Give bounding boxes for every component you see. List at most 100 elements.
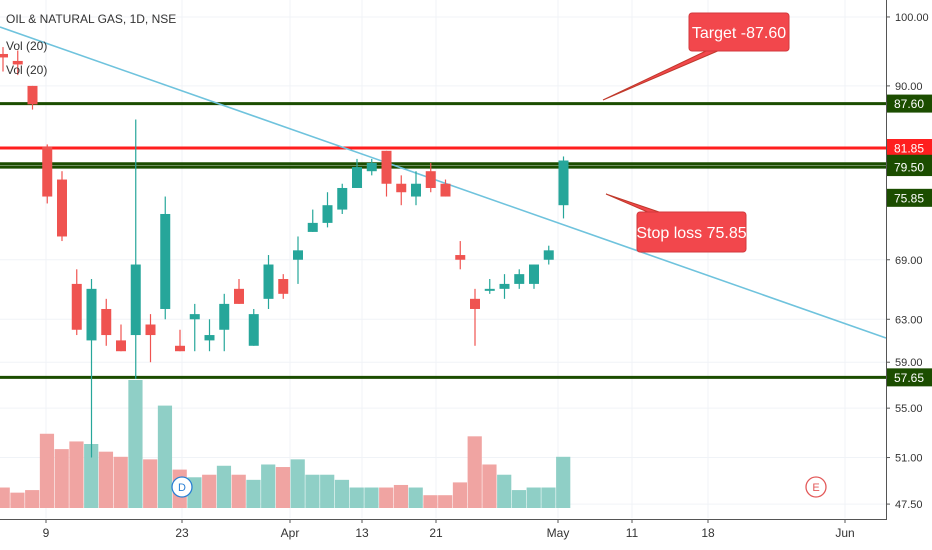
candle-body xyxy=(248,314,259,346)
price-axis-bg xyxy=(886,0,932,550)
time-tick-label: 23 xyxy=(175,526,189,540)
candle-body xyxy=(71,283,82,330)
candle-body xyxy=(116,340,126,352)
callouts: Target -87.60 Stop loss 75.85 xyxy=(602,12,790,253)
volume-bar xyxy=(393,484,409,508)
price-tick-label: 55.00 xyxy=(895,403,923,415)
volume-indicator-label[interactable]: Vol (20) xyxy=(6,39,48,53)
time-tick-label: 9 xyxy=(43,526,50,540)
candle-body xyxy=(425,171,436,188)
price-tick-label: 51.00 xyxy=(895,453,923,465)
volume-bar xyxy=(452,482,468,508)
earnings-marker[interactable]: E xyxy=(805,476,827,498)
volume-indicator-label-2[interactable]: Vol (20) xyxy=(6,63,48,77)
candle-body xyxy=(145,324,156,336)
time-tick-label: 13 xyxy=(355,526,369,540)
time-tick-label: 18 xyxy=(701,526,715,540)
candle-body xyxy=(12,60,23,65)
volume-bar xyxy=(25,490,40,508)
candle-body xyxy=(307,222,318,232)
volume-bar xyxy=(39,433,55,508)
volume-bar xyxy=(69,441,84,508)
candle-body xyxy=(263,264,274,299)
volume-bar xyxy=(275,467,291,508)
marker-letter: D xyxy=(178,482,186,494)
candle-body xyxy=(101,308,112,336)
time-axis[interactable]: 9 23 Apr 13 21 May 11 18 Jun xyxy=(0,519,886,550)
candle-body xyxy=(470,298,480,309)
volume-bar xyxy=(408,487,423,508)
target-callout[interactable]: Target -87.60 xyxy=(602,12,790,101)
price-axis[interactable]: 100.00 90.00 69.00 63.00 59.00 55.00 51.00 47.5… xyxy=(886,0,932,550)
volume-bar xyxy=(84,444,99,508)
candle-body xyxy=(366,162,377,172)
symbol-title: OIL & NATURAL GAS, 1D, NSE xyxy=(6,12,177,26)
candle-body xyxy=(278,279,289,294)
callout-box xyxy=(688,12,790,52)
volume-bar xyxy=(290,459,305,508)
callout-pointer xyxy=(605,193,663,214)
volume-bar xyxy=(261,464,276,508)
volume-bar xyxy=(511,490,527,508)
marker-letter: E xyxy=(812,482,819,494)
candle-body xyxy=(204,335,215,341)
callout-box xyxy=(636,211,747,253)
candle-body xyxy=(440,183,451,197)
candle-body xyxy=(529,264,539,284)
volume-bar xyxy=(497,474,512,508)
marker-circle xyxy=(171,476,193,498)
level-price-label: 57.65 xyxy=(894,371,924,385)
dividend-marker[interactable]: D xyxy=(171,476,193,498)
volume-bar xyxy=(143,459,158,508)
candlesticks xyxy=(0,47,569,458)
volume-bar xyxy=(246,479,261,508)
volume-bar xyxy=(305,474,320,508)
stoploss-price-label: 75.85 xyxy=(894,191,924,205)
stoploss-callout[interactable]: Stop loss 75.85 xyxy=(605,193,747,253)
candle-body xyxy=(484,288,495,291)
trendline xyxy=(0,26,887,339)
candle-body xyxy=(57,179,67,237)
level-price-label-bg xyxy=(887,158,932,177)
candle-body xyxy=(234,288,244,304)
price-tick-label: 100.00 xyxy=(895,12,929,24)
price-tick-label: 47.50 xyxy=(895,499,923,511)
candle-body xyxy=(543,250,554,260)
volume-bar xyxy=(113,456,128,508)
horizontal-levels xyxy=(0,102,886,379)
candle-body xyxy=(86,288,97,341)
volume-bar xyxy=(320,474,335,508)
callout-pointer xyxy=(602,49,721,101)
volume-bar xyxy=(349,487,364,508)
time-tick-label: Apr xyxy=(281,526,300,540)
candle-body xyxy=(499,283,510,289)
candle-body xyxy=(411,183,421,197)
volume-bars xyxy=(0,380,571,508)
candle-body xyxy=(160,213,171,309)
stoploss-price-label-bg xyxy=(887,188,932,207)
marker-circle xyxy=(805,476,827,498)
candle-body xyxy=(27,85,38,105)
volume-bar xyxy=(231,474,246,508)
candle-body xyxy=(455,255,466,260)
candle-body xyxy=(219,303,230,330)
callout-text: Target -87.60 xyxy=(692,25,786,42)
time-tick-label: May xyxy=(547,526,570,540)
volume-bar xyxy=(379,487,394,508)
volume-bar xyxy=(541,487,556,508)
candle-body xyxy=(175,345,185,352)
volume-bar xyxy=(216,465,232,508)
volume-bar xyxy=(467,436,482,508)
candle-body xyxy=(189,314,200,320)
candle-body xyxy=(293,250,303,260)
time-tick-label: 11 xyxy=(626,526,639,540)
candle-body xyxy=(514,274,525,284)
volume-bar xyxy=(556,456,571,508)
level-price-label: 79.50 xyxy=(894,161,924,175)
candle-body xyxy=(337,187,348,210)
volume-bar xyxy=(157,405,173,508)
candle-body xyxy=(322,205,333,223)
candle-body xyxy=(130,264,141,336)
